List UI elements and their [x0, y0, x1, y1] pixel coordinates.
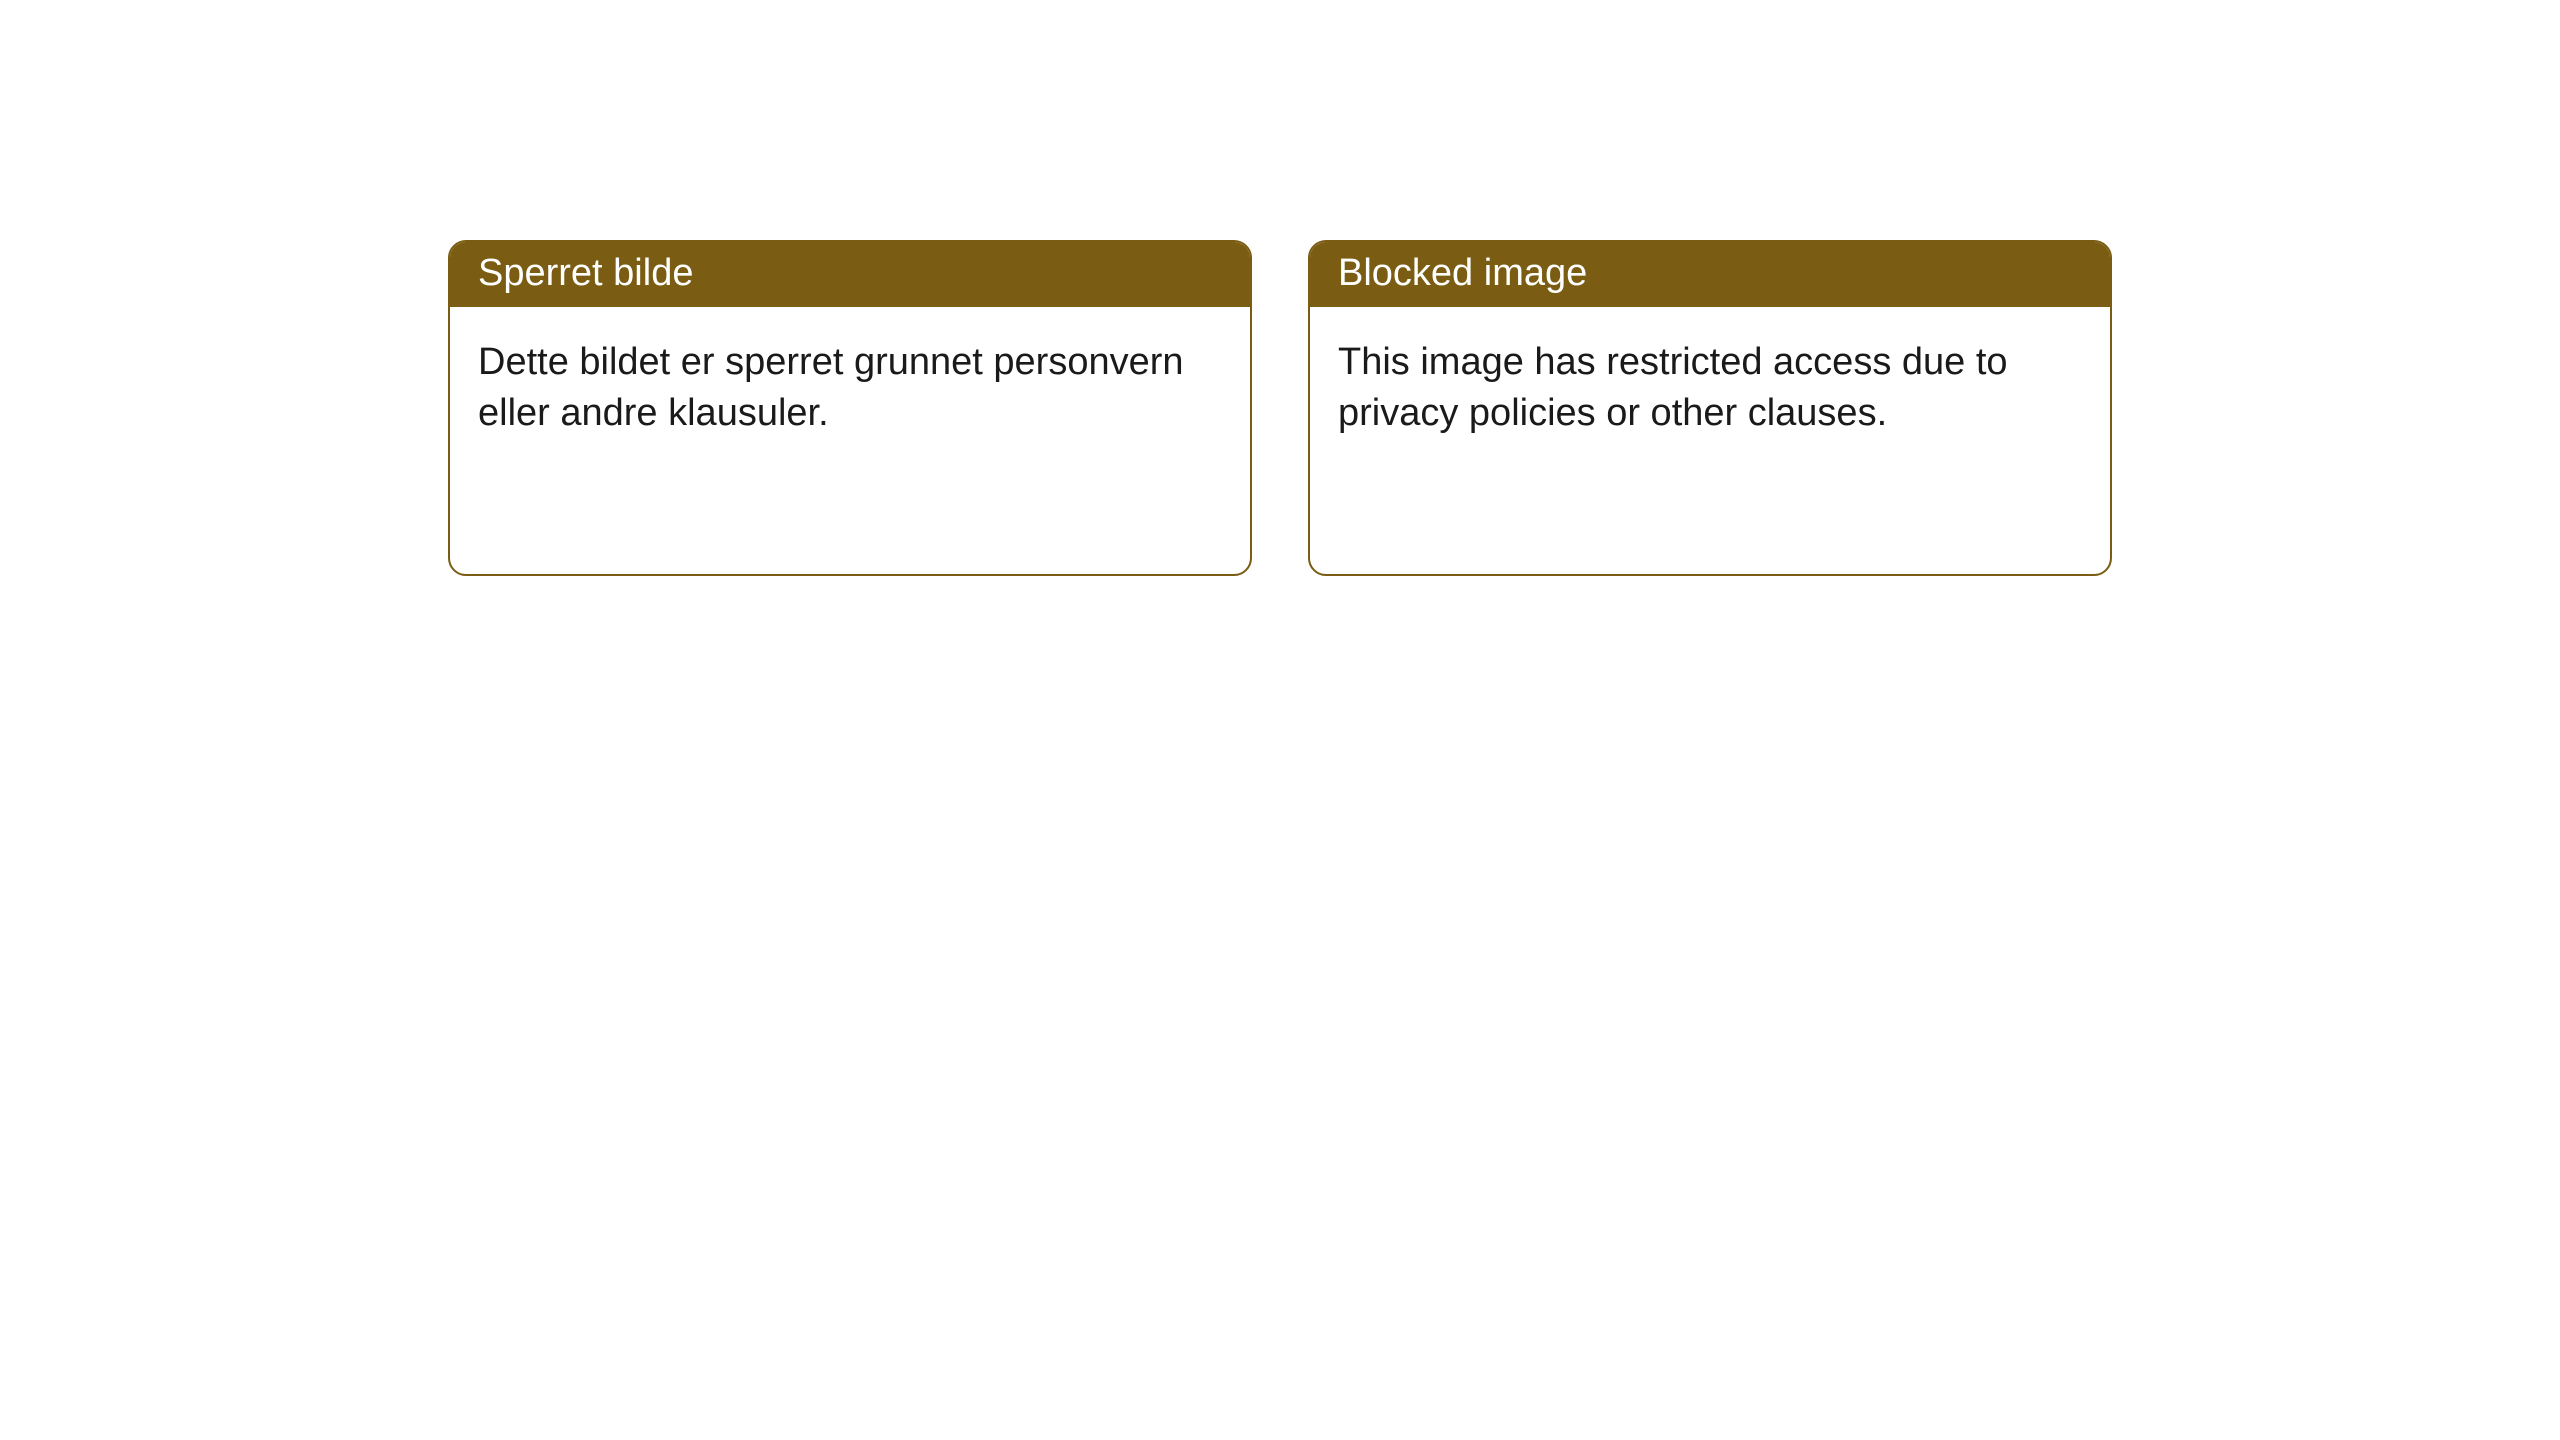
notice-title: Sperret bilde	[478, 252, 693, 294]
notice-body: This image has restricted access due to …	[1310, 307, 2110, 470]
notice-title: Blocked image	[1338, 252, 1587, 294]
notice-container: Sperret bilde Dette bildet er sperret gr…	[0, 0, 2560, 576]
notice-body: Dette bildet er sperret grunnet personve…	[450, 307, 1250, 470]
notice-message: This image has restricted access due to …	[1338, 341, 2008, 434]
notice-message: Dette bildet er sperret grunnet personve…	[478, 341, 1184, 434]
notice-header: Blocked image	[1310, 242, 2110, 307]
notice-card-norwegian: Sperret bilde Dette bildet er sperret gr…	[448, 240, 1252, 576]
notice-card-english: Blocked image This image has restricted …	[1308, 240, 2112, 576]
notice-header: Sperret bilde	[450, 242, 1250, 307]
